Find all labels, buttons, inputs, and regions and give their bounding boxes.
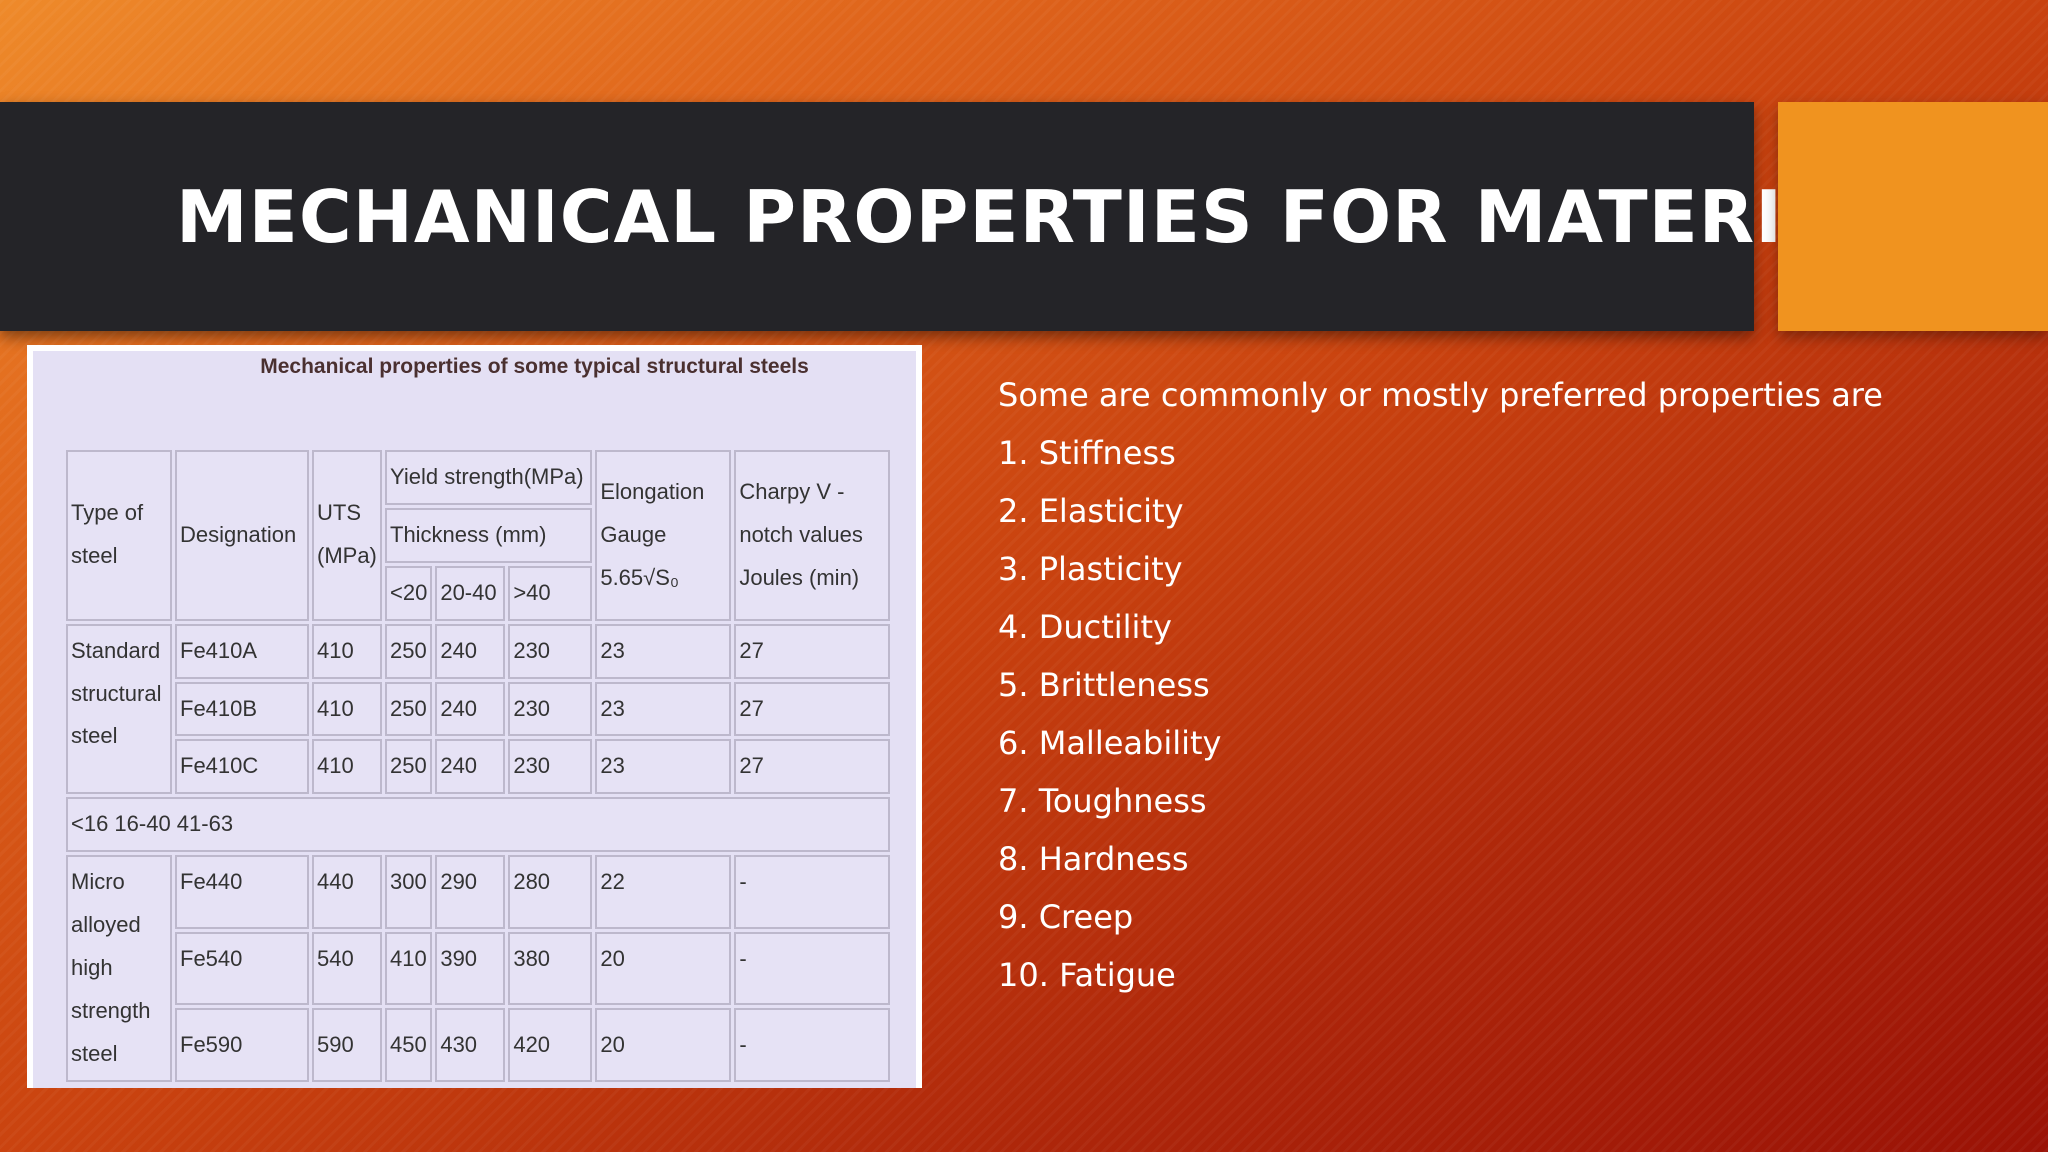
yield-cell: 250 (385, 739, 433, 795)
designation-cell: Fe410B (175, 681, 309, 737)
title-bar: MECHANICAL PROPERTIES FOR MATERIALS (0, 102, 1938, 331)
list-item: 7. Toughness (998, 782, 1207, 820)
table-image-panel: Mechanical properties of some typical st… (27, 345, 922, 1088)
designation-cell: Fe590 (175, 1008, 309, 1082)
table-row: Micro alloyed high strength steel Fe440 … (66, 855, 891, 1082)
header-elongation-formula: 5.65√S₀ (600, 564, 680, 590)
header-uts: UTS (MPa) (312, 450, 382, 621)
yield-cell: 450 (385, 1008, 433, 1082)
designation-cell: Fe440 (175, 855, 309, 929)
uts-cell: 410 (312, 681, 382, 737)
properties-text: Some are commonly or mostly preferred pr… (998, 366, 1998, 1004)
list-item: 3. Plasticity (998, 550, 1183, 588)
header-designation: Designation (175, 450, 309, 621)
yield-cell: 230 (508, 623, 593, 679)
yield-cell: 230 (508, 739, 593, 795)
yield-cell: 430 (435, 1008, 506, 1082)
list-item: 2. Elasticity (998, 492, 1184, 530)
header-thickness-range: 20-40 (435, 565, 506, 621)
table-separator-row: <16 16-40 41-63 (66, 797, 891, 853)
charpy-cell: 27 (734, 623, 891, 679)
type-cell: Micro alloyed high strength steel (66, 855, 172, 1082)
yield-cell: 250 (385, 681, 433, 737)
charpy-cell: 27 (734, 739, 891, 795)
elongation-cell: 20 (595, 1008, 732, 1082)
uts-cell: 440 (312, 855, 382, 929)
yield-cell: 290 (435, 855, 506, 929)
table-row: Fe410B 410 250 240 230 23 27 (66, 681, 891, 737)
list-item: 4. Ductility (998, 608, 1172, 646)
list-item: 9. Creep (998, 898, 1134, 936)
separator-cell: <16 16-40 41-63 (66, 797, 891, 853)
charpy-cell: - (734, 855, 891, 929)
header-type: Type of steel (66, 450, 172, 621)
table-row: Standard structural steel Fe410A 410 250… (66, 623, 891, 795)
table-header-row: Type of steel Designation UTS (MPa) Yiel… (66, 450, 891, 621)
header-charpy: Charpy V - notch values Joules (min) (734, 450, 891, 621)
yield-cell: 390 (435, 931, 506, 1006)
table-image: Mechanical properties of some typical st… (33, 351, 916, 1088)
header-elongation-label: Elongation Gauge (600, 479, 705, 547)
table-caption: Mechanical properties of some typical st… (260, 355, 809, 378)
table-row: Fe540 540 410 390 380 20 - (66, 931, 891, 1006)
uts-cell: 410 (312, 623, 382, 679)
yield-cell: 410 (385, 931, 433, 1006)
yield-cell: 250 (385, 623, 433, 679)
intro-text: Some are commonly or mostly preferred pr… (998, 376, 1883, 414)
yield-cell: 280 (508, 855, 593, 929)
header-thickness-range: >40 (508, 565, 593, 621)
table-row: Fe590 590 450 430 420 20 - (66, 1008, 891, 1082)
slide-title: MECHANICAL PROPERTIES FOR MATERIALS (176, 174, 1940, 259)
elongation-cell: 23 (595, 623, 732, 679)
header-elongation: Elongation Gauge 5.65√S₀ (595, 450, 732, 621)
header-yield: Yield strength(MPa) (385, 450, 593, 505)
list-item: 10. Fatigue (998, 956, 1176, 994)
table-header-row: <20 20-40 >40 (66, 565, 890, 621)
yield-cell: 240 (435, 681, 506, 737)
list-item: 8. Hardness (998, 840, 1189, 878)
yield-cell: 240 (435, 623, 506, 679)
elongation-cell: 23 (595, 739, 732, 795)
designation-cell: Fe410A (175, 623, 309, 679)
yield-cell: 380 (508, 931, 593, 1006)
charpy-cell: 27 (734, 681, 891, 737)
yield-cell: 420 (508, 1008, 593, 1082)
yield-cell: 230 (508, 681, 593, 737)
list-item: 5. Brittleness (998, 666, 1210, 704)
list-item: 6. Malleability (998, 724, 1222, 762)
header-thickness: Thickness (mm) (385, 507, 593, 563)
header-thickness-range: <20 (385, 565, 433, 621)
elongation-cell: 20 (595, 931, 732, 1006)
charpy-cell: - (734, 1008, 891, 1082)
table-row: Fe410C 410 250 240 230 23 27 (66, 739, 891, 795)
designation-cell: Fe540 (175, 931, 309, 1006)
elongation-cell: 23 (595, 681, 732, 737)
properties-list: 1. Stiffness 2. Elasticity 3. Plasticity… (998, 424, 1998, 1004)
type-cell: Standard structural steel (66, 623, 172, 795)
uts-cell: 540 (312, 931, 382, 1006)
steel-properties-table: Type of steel Designation UTS (MPa) Yiel… (63, 447, 893, 1085)
table-header-row: Thickness (mm) (66, 507, 890, 563)
charpy-cell: - (734, 931, 891, 1006)
yield-cell: 240 (435, 739, 506, 795)
designation-cell: Fe410C (175, 739, 309, 795)
list-item: 1. Stiffness (998, 434, 1176, 472)
yield-cell: 300 (385, 855, 433, 929)
accent-block (1778, 102, 2048, 331)
uts-cell: 590 (312, 1008, 382, 1082)
uts-cell: 410 (312, 739, 382, 795)
elongation-cell: 22 (595, 855, 732, 929)
